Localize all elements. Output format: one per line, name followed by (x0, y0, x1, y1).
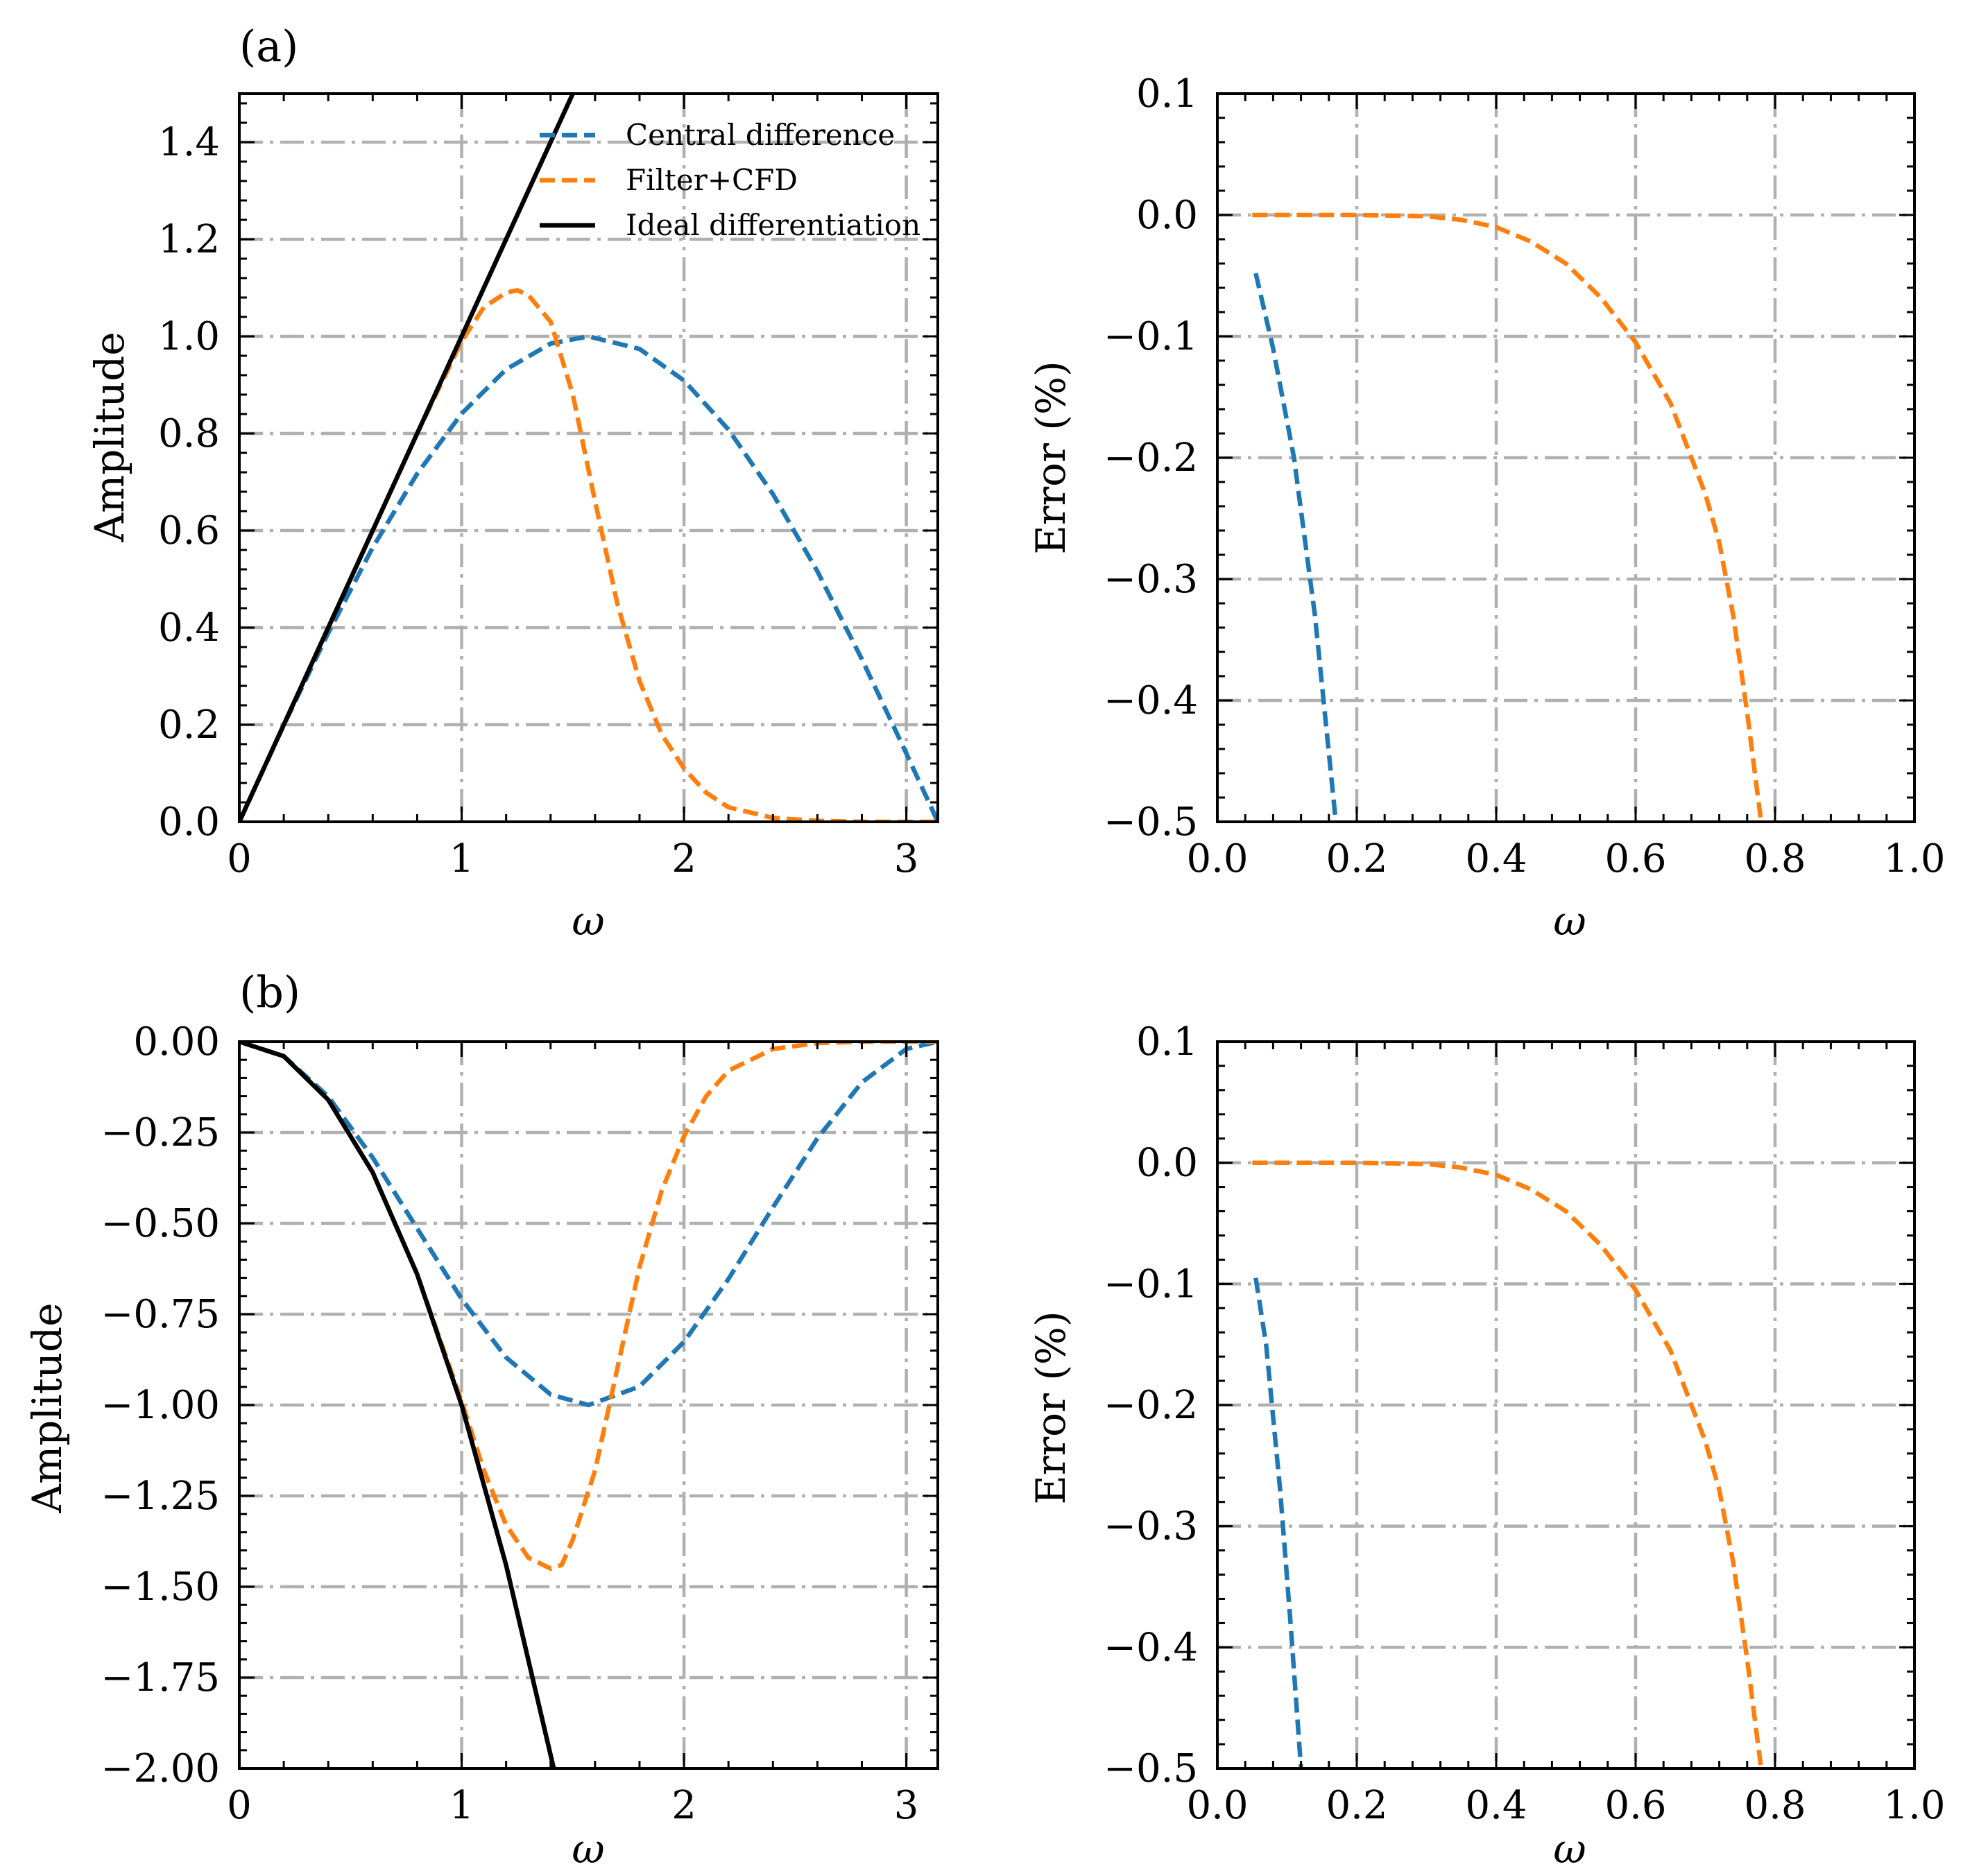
x-tick-label: 1.0 (1883, 836, 1945, 881)
y-tick-label: 0.8 (158, 411, 220, 456)
y-tick-label: −0.2 (1104, 436, 1198, 481)
series-filter-a-right (1252, 212, 1764, 822)
plot-b-right: 0.0 0.2 0.4 0.6 0.8 1.0 0.1 0.0 −0.1 −0.2 −0.3 −0.4… (1104, 1019, 1946, 1828)
ylabel-b-right: Error (%) (1027, 1311, 1074, 1504)
y-tick-label: −0.2 (1104, 1383, 1198, 1428)
x-tick-label: 0.6 (1604, 1783, 1666, 1828)
series-filter-b-left (239, 1042, 938, 1571)
legend-label-central: Central difference (626, 118, 895, 152)
ylabel-a-right: Error (%) (1027, 361, 1074, 554)
x-tick-label: 0.8 (1744, 836, 1806, 881)
panel-b-left: (b) Amplitude ω (24, 967, 605, 1869)
y-tick-label: −1.50 (101, 1565, 220, 1610)
xlabel-a-left: ω (572, 897, 604, 945)
series-filter-a-left (239, 288, 938, 822)
xlabel-b-right: ω (1553, 1825, 1586, 1869)
y-tick-label: 0.1 (1136, 1019, 1198, 1065)
y-tick-label: −0.3 (1104, 1504, 1198, 1549)
x-tick-label: 0.8 (1744, 1783, 1806, 1828)
y-tick-label: −0.4 (1104, 678, 1198, 723)
y-tick-label: 0.2 (158, 703, 220, 748)
x-tick-label: 0 (227, 1783, 252, 1828)
x-tick-label: 0.0 (1186, 1783, 1248, 1828)
x-tick-label: 2 (671, 1783, 696, 1828)
y-tick-label: 1.2 (158, 217, 220, 262)
x-tick-label: 1.0 (1883, 1783, 1945, 1828)
plot-a-left: 0 1 2 3 0.0 0.2 0.4 0.6 0.8 1.0 1.2 1.4 (158, 92, 939, 881)
y-tick-label: −1.00 (101, 1383, 220, 1428)
y-tick-label: −2.00 (101, 1746, 220, 1791)
axes-frame (238, 92, 939, 823)
panel-b-right: Error (%) ω (1027, 1311, 1586, 1869)
x-tick-label: 0.6 (1604, 836, 1666, 881)
series-ideal-a-left (239, 94, 575, 822)
legend-label-filter: Filter+CFD (626, 163, 798, 197)
y-tick-label: −0.25 (101, 1110, 220, 1155)
y-tick-label: 0.6 (158, 508, 220, 553)
x-tick-label: 2 (671, 836, 696, 881)
y-tick-label: −0.5 (1104, 800, 1198, 845)
series-central-a-left (239, 334, 938, 822)
y-tick-label: −1.75 (101, 1655, 220, 1700)
panel-a-right: Error (%) ω (1027, 361, 1586, 945)
x-tick-label: 0.2 (1326, 1783, 1387, 1828)
series-filter-b-right (1252, 1160, 1764, 1768)
x-tick-label: 0.4 (1465, 1783, 1527, 1828)
y-tick-label: 0.4 (158, 605, 220, 651)
y-tick-label: −0.50 (101, 1201, 220, 1246)
x-tick-label: 0.2 (1326, 836, 1387, 881)
x-tick-label: 3 (894, 1783, 919, 1828)
x-tick-label: 3 (894, 836, 919, 881)
ylabel-b-left: Amplitude (24, 1302, 71, 1513)
xlabel-b-left: ω (572, 1825, 604, 1869)
legend: Central difference Filter+CFD Ideal diff… (540, 118, 920, 242)
y-tick-label: −1.25 (101, 1474, 220, 1519)
panel-label-a: (a) (239, 21, 298, 71)
y-tick-label: 0.0 (1136, 1141, 1198, 1186)
panel-a-left: (a) Amplitude ω (86, 21, 605, 945)
y-tick-label: 0.00 (133, 1019, 220, 1065)
series-central-a-right (1253, 273, 1339, 822)
series-central-b-left (239, 1042, 938, 1408)
x-tick-label: 0 (227, 836, 252, 881)
y-tick-label: −0.1 (1104, 1261, 1198, 1307)
x-tick-label: 1 (449, 836, 474, 881)
y-tick-label: 1.4 (158, 120, 220, 165)
plot-b-left: 0 1 2 3 0.00 −0.25 −0.50 −0.75 −1.00 −1.25 −1.50 −1… (101, 1019, 939, 1828)
y-tick-label: −0.5 (1104, 1746, 1198, 1791)
y-tick-label: 0.0 (1136, 193, 1198, 238)
ylabel-a-left: Amplitude (86, 331, 133, 542)
y-tick-label: −0.75 (101, 1292, 220, 1337)
series-central-b-right (1253, 1277, 1303, 1768)
x-tick-label: 1 (449, 1783, 474, 1828)
y-tick-label: 0.1 (1136, 71, 1198, 117)
legend-label-ideal: Ideal differentiation (626, 208, 920, 242)
x-tick-label: 0.0 (1186, 836, 1248, 881)
y-tick-label: 1.0 (158, 314, 220, 359)
series-ideal-b-left (239, 1042, 556, 1768)
y-tick-label: −0.1 (1104, 314, 1198, 359)
panel-label-b: (b) (239, 967, 300, 1017)
y-tick-label: −0.3 (1104, 557, 1198, 602)
xlabel-a-right: ω (1553, 897, 1586, 945)
plot-a-right: 0.0 0.2 0.4 0.6 0.8 1.0 0.1 0.0 −0.1 −0.2 −0.3 −0.4… (1104, 71, 1946, 881)
y-tick-label: 0.0 (158, 800, 220, 845)
x-tick-label: 0.4 (1465, 836, 1527, 881)
y-tick-label: −0.4 (1104, 1625, 1198, 1670)
